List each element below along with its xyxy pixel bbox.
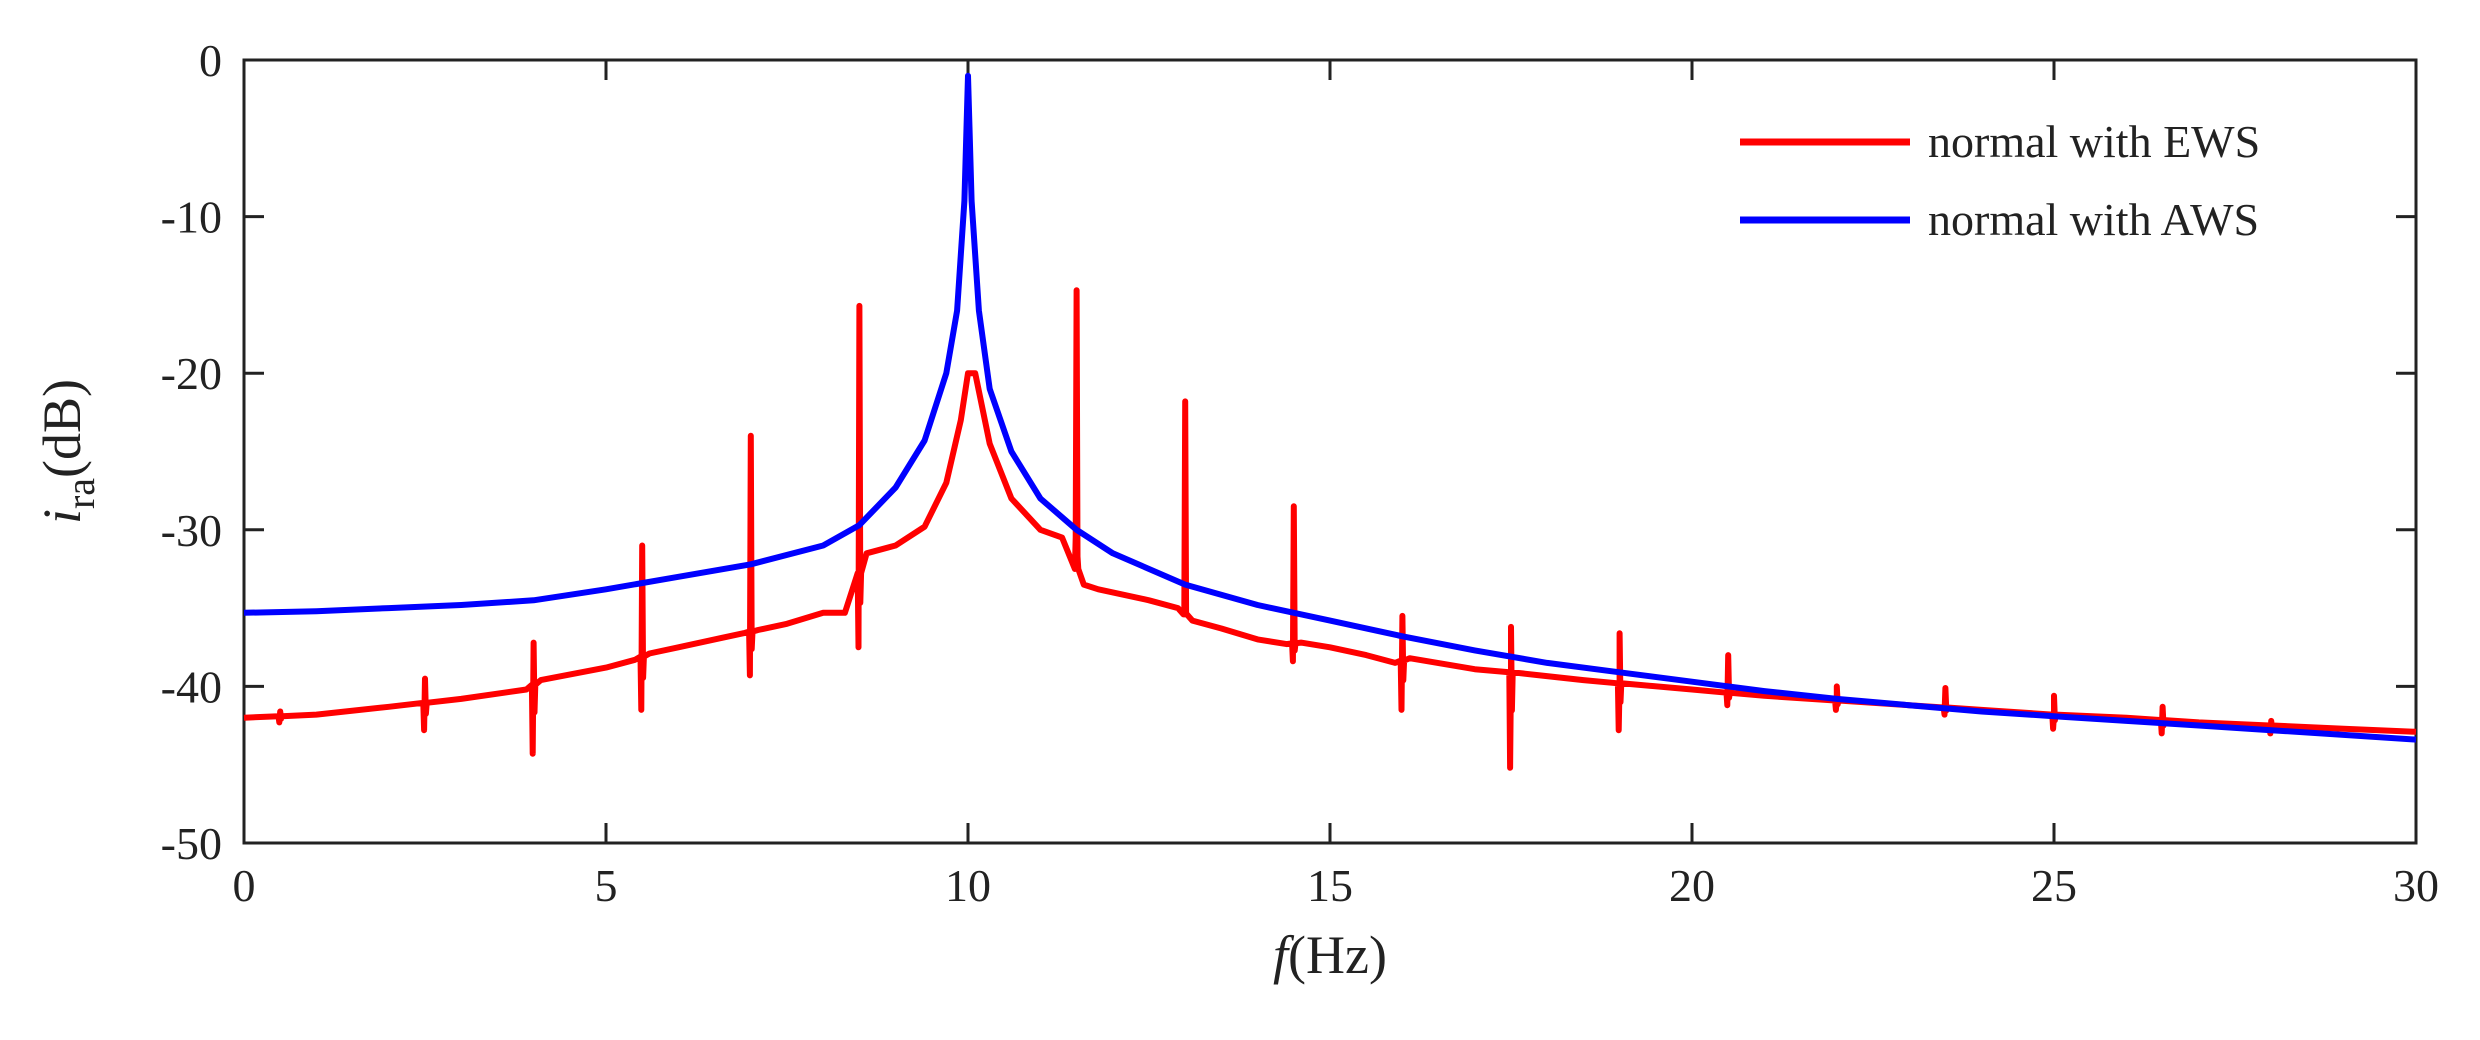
x-tick-label: 15: [1307, 860, 1353, 911]
x-tick-label: 30: [2393, 860, 2439, 911]
x-tick-label: 0: [233, 860, 256, 911]
y-tick-label: -20: [161, 348, 222, 399]
series-line-ews: [243, 287, 2417, 771]
x-tick-label: 25: [2031, 860, 2077, 911]
y-tick-labels: 0 -10 -20 -30 -40 -50: [161, 35, 222, 869]
y-tick-label: -40: [161, 661, 222, 712]
y-axis-label: ira(dB): [32, 379, 103, 524]
legend: normal with EWS normal with AWS: [1740, 116, 2260, 245]
x-axis-label-unit: (Hz): [1288, 925, 1387, 985]
x-tick-label: 10: [945, 860, 991, 911]
legend-label-ews: normal with EWS: [1928, 116, 2260, 167]
x-axis-label: f(Hz): [1273, 925, 1387, 985]
y-tick-label: 0: [199, 35, 222, 86]
x-tick-labels: 0 5 10 15 20 25 30: [233, 860, 2440, 911]
x-tick-label: 20: [1669, 860, 1715, 911]
series-layer: [243, 72, 2417, 771]
series-line-aws: [243, 72, 2417, 743]
x-tick-label: 5: [595, 860, 618, 911]
y-tick-label: -50: [161, 818, 222, 869]
y-tick-label: -30: [161, 505, 222, 556]
y-axis-label-sub: ra: [58, 478, 103, 509]
y-axis-label-unit: (dB): [32, 379, 92, 478]
axis-ticks: [242, 58, 2418, 845]
y-tick-label: -10: [161, 192, 222, 243]
y-axis-label-var: i: [32, 509, 92, 524]
legend-label-aws: normal with AWS: [1928, 194, 2259, 245]
